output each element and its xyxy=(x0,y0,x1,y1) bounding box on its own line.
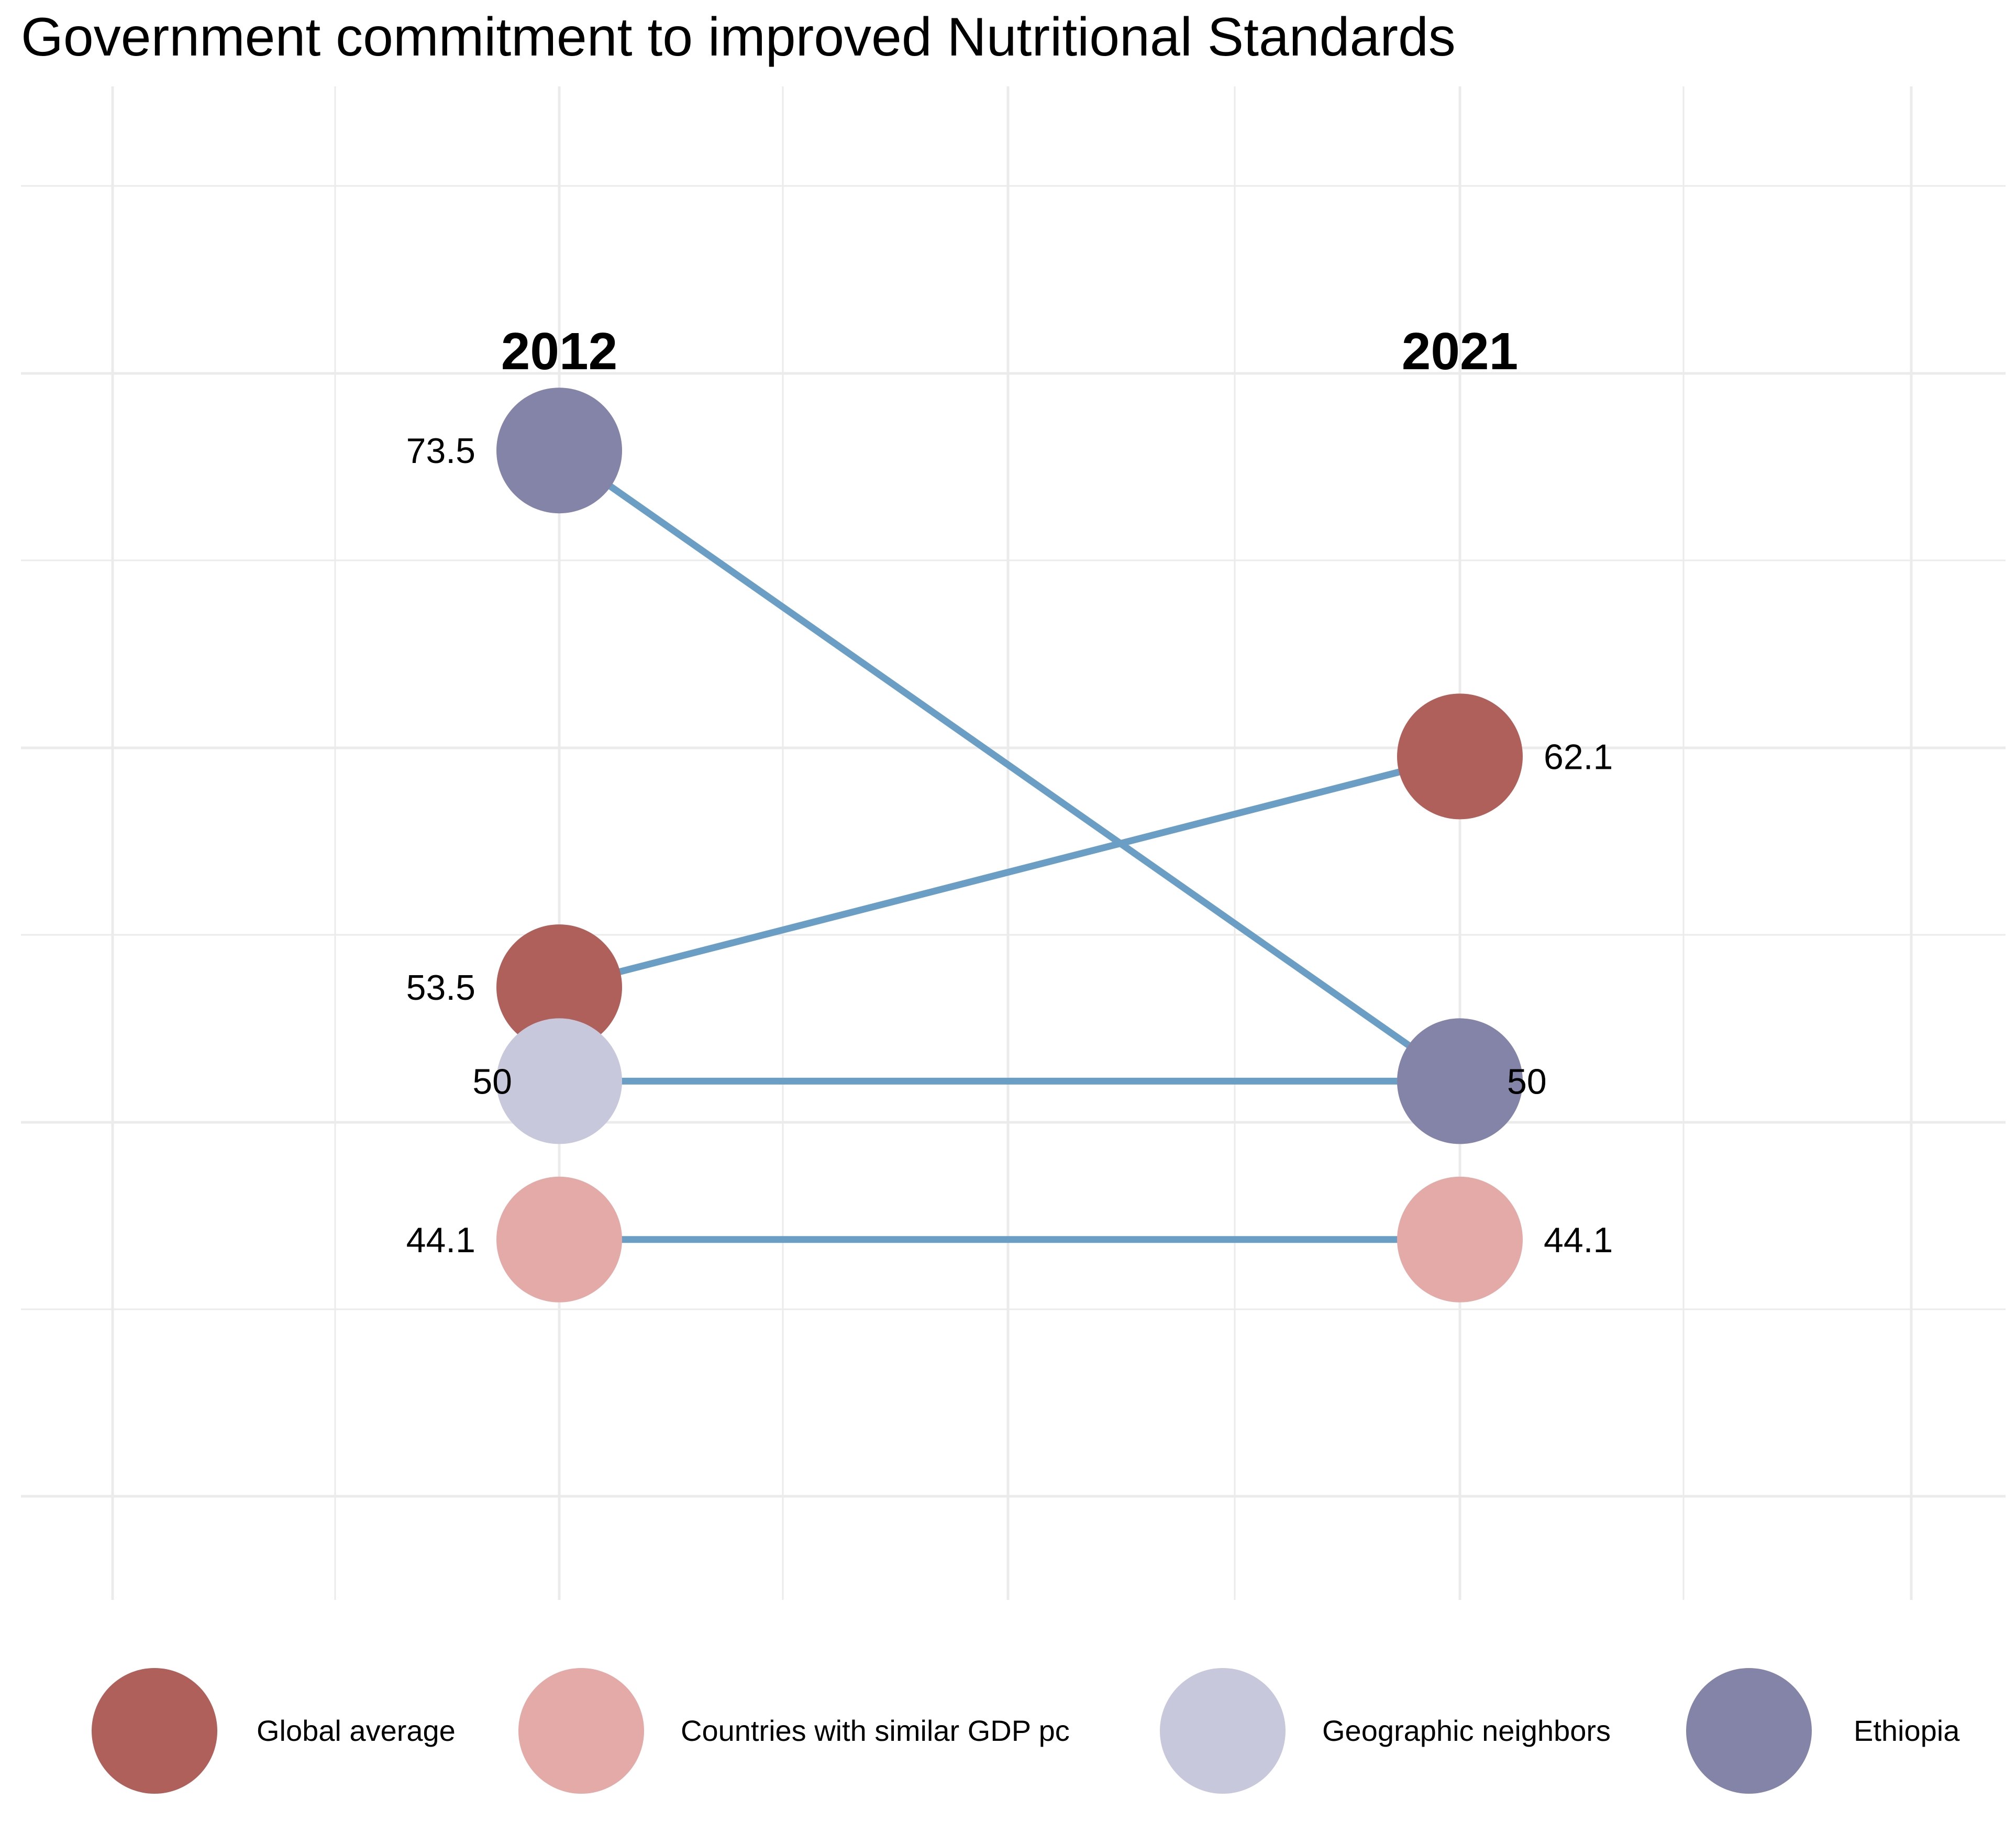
chart-title: Government commitment to improved Nutrit… xyxy=(21,7,1456,68)
slope-line xyxy=(558,753,1461,991)
slope-lines xyxy=(557,447,1462,1243)
data-point xyxy=(496,924,622,1051)
data-point xyxy=(496,1176,622,1302)
legend-swatch xyxy=(518,1668,644,1794)
legend-swatch xyxy=(1686,1668,1812,1794)
legend-label: Global average xyxy=(257,1714,456,1747)
year-headers: 2012 2021 xyxy=(501,322,1518,381)
data-point xyxy=(496,1018,622,1144)
grid xyxy=(21,86,2006,1600)
slope-line xyxy=(557,447,1462,1084)
data-point xyxy=(1397,1018,1523,1144)
year-header: 2021 xyxy=(1402,322,1518,381)
legend-label: Ethiopia xyxy=(1854,1714,1960,1747)
legend: Global average Countries with similar GDP… xyxy=(0,1650,2016,1807)
value-label: 53.5 xyxy=(406,968,475,1008)
legend-label: Countries with similar GDP pc xyxy=(681,1714,1070,1747)
legend-swatch xyxy=(1160,1668,1286,1794)
value-label: 50 xyxy=(472,1062,512,1101)
legend-label: Geographic neighbors xyxy=(1322,1714,1611,1747)
legend-swatch xyxy=(92,1668,217,1794)
data-point xyxy=(1397,1176,1523,1302)
year-header: 2012 xyxy=(501,322,617,381)
value-label: 44.1 xyxy=(1544,1220,1613,1260)
value-label: 73.5 xyxy=(406,431,475,471)
data-points xyxy=(496,388,1523,1302)
value-label: 50 xyxy=(1507,1062,1547,1101)
data-point xyxy=(1397,693,1523,820)
value-label: 62.1 xyxy=(1544,737,1613,777)
data-point xyxy=(496,388,622,514)
value-label: 44.1 xyxy=(406,1220,475,1260)
value-label: 50 xyxy=(1507,1062,1547,1101)
